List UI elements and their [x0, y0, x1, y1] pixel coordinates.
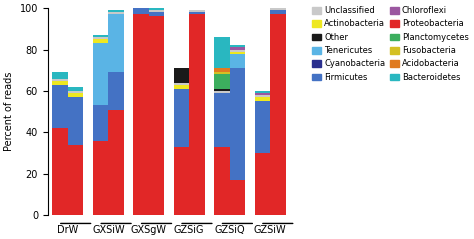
Bar	[214, 147, 229, 215]
Bar	[270, 14, 285, 215]
Bar	[255, 97, 270, 101]
Bar	[53, 72, 68, 79]
Bar	[93, 39, 109, 43]
Bar	[174, 68, 189, 83]
Bar	[133, 0, 149, 14]
Bar	[109, 12, 124, 14]
Bar	[149, 12, 164, 16]
Bar	[229, 54, 245, 68]
Y-axis label: Percent of reads: Percent of reads	[4, 72, 14, 151]
Bar	[214, 74, 229, 89]
Bar	[229, 49, 245, 52]
Bar	[255, 93, 270, 95]
Bar	[229, 52, 245, 54]
Bar	[214, 37, 229, 68]
Bar	[229, 68, 245, 180]
Bar	[229, 45, 245, 48]
Bar	[270, 10, 285, 14]
Bar	[214, 93, 229, 147]
Bar	[53, 79, 68, 81]
Bar	[133, 14, 149, 215]
Bar	[255, 91, 270, 93]
Bar	[68, 93, 83, 97]
Bar	[68, 91, 83, 93]
Bar	[214, 89, 229, 91]
Bar	[53, 81, 68, 85]
Bar	[109, 72, 124, 109]
Bar	[229, 180, 245, 215]
Bar	[149, 10, 164, 12]
Bar	[149, 16, 164, 215]
Bar	[68, 87, 83, 91]
Legend: Unclassified, Actinobacteria, Other, Tenericutes, Cyanobacteria, Firmicutes, Chl: Unclassified, Actinobacteria, Other, Ten…	[312, 6, 469, 82]
Bar	[68, 145, 83, 215]
Bar	[149, 8, 164, 10]
Bar	[214, 91, 229, 93]
Bar	[109, 14, 124, 72]
Bar	[174, 89, 189, 147]
Bar	[174, 147, 189, 215]
Bar	[189, 10, 205, 12]
Bar	[189, 14, 205, 215]
Bar	[93, 35, 109, 37]
Bar	[93, 43, 109, 105]
Bar	[68, 97, 83, 145]
Bar	[174, 85, 189, 89]
Bar	[189, 12, 205, 14]
Bar	[93, 37, 109, 39]
Bar	[255, 101, 270, 153]
Bar	[53, 85, 68, 128]
Bar	[255, 95, 270, 97]
Bar	[174, 83, 189, 85]
Bar	[270, 8, 285, 10]
Bar	[214, 72, 229, 74]
Bar	[214, 68, 229, 72]
Bar	[255, 153, 270, 215]
Bar	[109, 109, 124, 215]
Bar	[109, 10, 124, 12]
Bar	[93, 105, 109, 141]
Bar	[93, 141, 109, 215]
Bar	[229, 48, 245, 49]
Bar	[53, 128, 68, 215]
